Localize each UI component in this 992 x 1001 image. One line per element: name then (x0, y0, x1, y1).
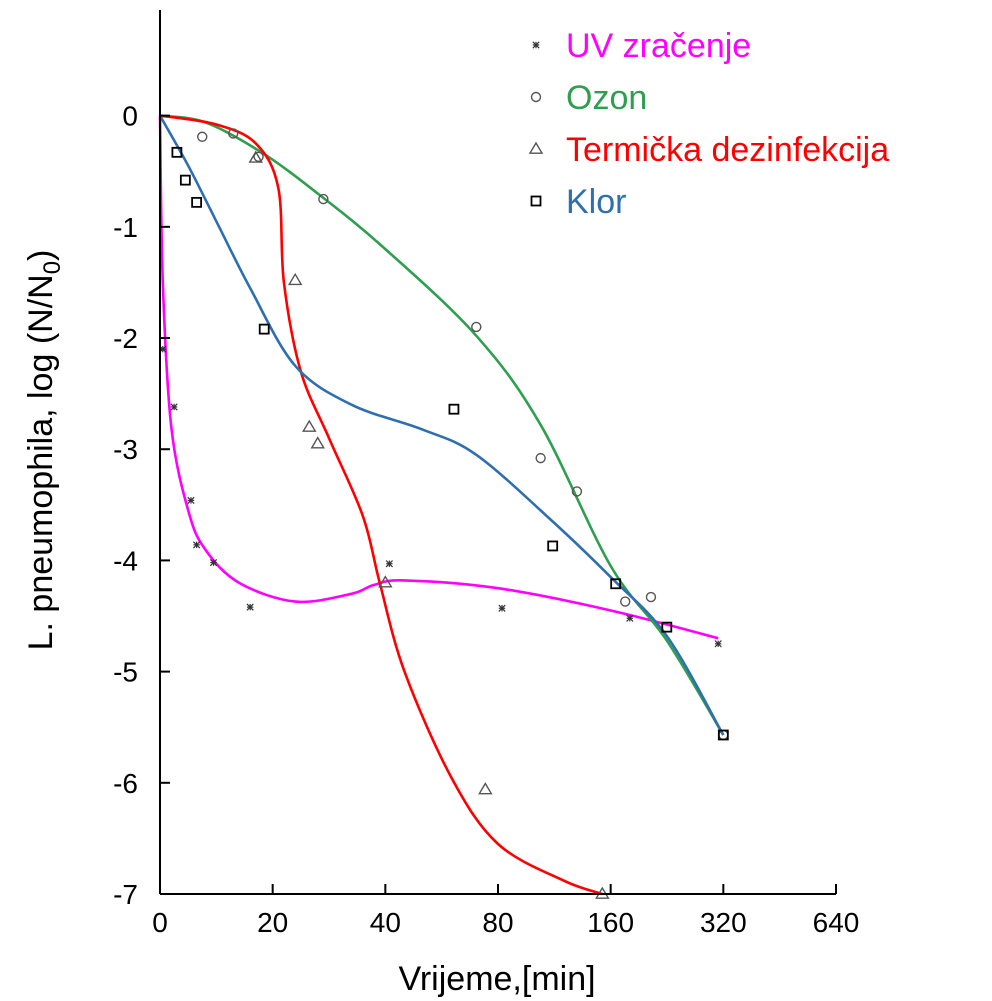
markers-layer (159, 128, 729, 899)
y-axis-title-subscript: 0 (39, 261, 66, 274)
legend-klor-marker (530, 195, 542, 207)
ozon-marker (571, 486, 583, 497)
y-tick-label: 0 (122, 101, 138, 132)
legend: UV zračenje Ozon Termička dezinfekcija Klor (528, 27, 889, 221)
ozon-marker (197, 131, 208, 142)
x-axis-title: Vrijeme,[min] (398, 960, 595, 998)
x-tick-label: 40 (370, 907, 401, 938)
y-tick-label: -2 (113, 323, 138, 354)
legend-termi-ka-dezinfekcija-marker (528, 141, 544, 154)
x-tick-label: 20 (257, 907, 288, 938)
ozon-marker (535, 452, 546, 464)
uv-zra-enje-marker (187, 496, 195, 504)
y-tick-label: -5 (113, 657, 138, 688)
x-tick-label: 80 (482, 907, 513, 938)
y-tick-label: -4 (113, 545, 138, 576)
uv-zra-enje-marker (498, 604, 506, 612)
legend-label-termi-ka-dezinfekcija: Termička dezinfekcija (566, 131, 889, 169)
ozon-marker (471, 321, 482, 333)
klor-marker (171, 146, 183, 158)
uv-zra-enje-marker (209, 559, 218, 567)
uv-zra-enje-marker (246, 603, 254, 611)
x-tick-label: 640 (813, 907, 860, 938)
y-axis-title-close: ) (22, 250, 60, 261)
termi-ka-dezinfekcija-marker (248, 150, 263, 163)
klor-marker (610, 578, 622, 590)
klor-marker (717, 729, 729, 741)
legend-label-klor: Klor (566, 183, 626, 221)
termi-ka-dezinfekcija-marker (478, 782, 493, 795)
uv-zra-enje-marker (192, 541, 201, 549)
klor-marker (661, 621, 673, 633)
klor-marker (547, 540, 559, 552)
ozon-marker (718, 729, 729, 741)
y-tick-label: -1 (113, 212, 138, 243)
y-tick-label: -7 (113, 879, 138, 910)
ozon-curve (159, 114, 725, 736)
klor-marker (448, 403, 460, 415)
ozon-marker (620, 596, 631, 607)
termi-ka-dezinfekcija-marker (310, 436, 325, 449)
termi-ka-dezinfekcija-marker (302, 419, 317, 432)
legend-uv-zra-enje-marker (532, 41, 540, 49)
x-tick-label: 160 (587, 907, 634, 938)
termi-ka-dezinfekcija-curve (159, 114, 603, 896)
ozon-marker (318, 193, 329, 205)
legend-label-uv-zra-enje: UV zračenje (566, 27, 751, 65)
x-tick-label: 320 (700, 907, 747, 938)
legend-ozon-marker (530, 91, 542, 103)
uv-zra-enje-marker (385, 560, 393, 568)
uv-zra-enje-curve (158, 115, 719, 640)
axes: 0 20 40 80 160 320 640 0 -1 -2 -3 -4 -5 -6 -7 (113, 10, 859, 938)
uv-zra-enje-marker (626, 614, 634, 622)
y-axis-title-main: L. pneumophila, log (N/N (22, 274, 60, 650)
x-tick-label: 0 (152, 907, 168, 938)
y-axis-title: L. pneumophila, log (N/N0) (22, 250, 66, 651)
ozon-marker (228, 128, 239, 139)
uv-zra-enje-marker (170, 403, 178, 411)
klor-marker (258, 323, 270, 335)
klor-marker (191, 196, 203, 208)
termi-ka-dezinfekcija-marker (287, 272, 303, 286)
klor-marker (179, 174, 191, 186)
y-tick-label: -3 (113, 434, 138, 465)
ozon-marker (645, 591, 657, 603)
uv-zra-enje-marker (714, 640, 722, 648)
termi-ka-dezinfekcija-marker (378, 575, 393, 588)
y-tick-label: -6 (113, 768, 138, 799)
klor-curve (158, 114, 725, 736)
ozon-marker (253, 151, 264, 162)
legend-label-ozon: Ozon (566, 79, 647, 117)
curves-layer (158, 114, 725, 896)
